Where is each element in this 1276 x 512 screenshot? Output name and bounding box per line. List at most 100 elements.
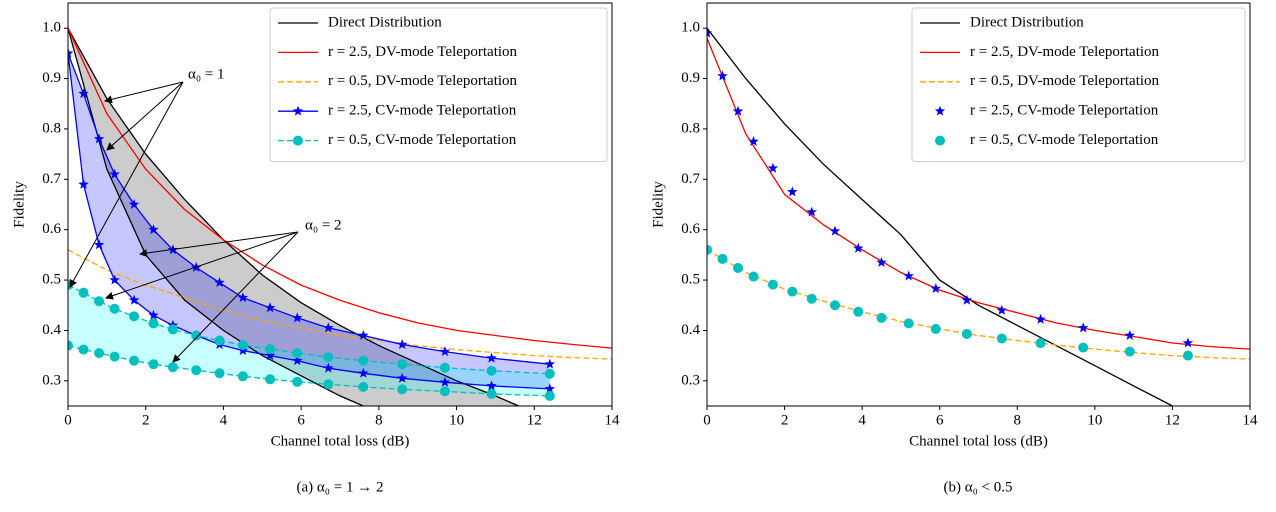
circle-marker xyxy=(1035,338,1046,349)
legend-label: r = 2.5, DV-mode Teleportation xyxy=(328,44,518,60)
star-marker xyxy=(148,309,159,320)
circle-marker xyxy=(544,368,555,379)
star-marker xyxy=(93,239,105,250)
annotation: α₀ = 2 xyxy=(305,217,342,233)
legend-box xyxy=(911,7,1246,162)
x-tick-label: 14 xyxy=(605,412,621,428)
fill-band xyxy=(68,28,519,406)
y-tick-label: 0.4 xyxy=(681,322,700,338)
star-marker xyxy=(148,224,159,235)
x-tick-label: 10 xyxy=(449,412,464,428)
circle-marker xyxy=(78,344,89,355)
star-marker xyxy=(109,274,120,285)
star-marker xyxy=(544,358,556,369)
star-marker xyxy=(237,345,249,355)
star-marker xyxy=(787,186,798,197)
y-tick-label: 0.5 xyxy=(42,272,61,288)
annotation-arrow xyxy=(104,81,184,104)
series-line xyxy=(707,27,1173,406)
star-marker xyxy=(1182,337,1194,348)
circle-marker xyxy=(265,344,276,355)
legend-label: r = 0.5, DV-mode Teleportation xyxy=(970,73,1160,89)
circle-marker xyxy=(876,312,887,323)
circle-marker xyxy=(853,306,864,317)
star-marker xyxy=(996,304,1007,315)
fill-band xyxy=(68,53,550,389)
star-marker xyxy=(237,292,249,303)
legend-label: r = 2.5, CV-mode Teleportation xyxy=(970,103,1159,119)
circle-marker xyxy=(237,340,248,351)
circle-marker xyxy=(323,379,334,390)
series-line xyxy=(68,27,519,406)
star-marker xyxy=(78,88,89,99)
x-tick-label: 6 xyxy=(297,412,305,428)
star-marker xyxy=(128,294,140,305)
legend-marker xyxy=(934,105,946,116)
x-tick-label: 10 xyxy=(1087,412,1102,428)
star-marker xyxy=(323,322,334,333)
circle-marker xyxy=(167,324,178,335)
circle-marker xyxy=(439,362,450,373)
star-marker xyxy=(439,376,451,387)
series-line xyxy=(68,28,364,406)
star-marker xyxy=(292,355,303,366)
chart: 0 2 4 6 8 10 12 14 0.3 0.4 0.5 0.6 0.7 0.8 0.9 1.0 Chann… xyxy=(11,2,621,495)
series-line xyxy=(707,249,1250,360)
x-tick-label: 14 xyxy=(1243,412,1259,428)
x-axis-label: Channel total loss (dB) xyxy=(909,433,1048,449)
star-marker xyxy=(717,70,728,81)
caption: (a) α₀ = 1 → 2 xyxy=(297,479,384,495)
star-marker xyxy=(396,339,408,349)
circle-marker xyxy=(439,386,450,397)
series-line xyxy=(68,249,612,360)
circle-marker xyxy=(358,381,369,392)
circle-marker xyxy=(787,286,798,297)
circle-marker xyxy=(767,279,778,290)
circle-marker xyxy=(237,371,248,382)
star-marker xyxy=(292,312,303,323)
x-tick-label: 0 xyxy=(64,412,72,428)
star-marker xyxy=(78,178,89,189)
circle-marker xyxy=(544,390,555,401)
circle-marker xyxy=(214,335,225,346)
star-marker xyxy=(486,380,497,391)
y-tick-label: 0.6 xyxy=(42,221,61,237)
star-marker xyxy=(707,27,713,38)
circle-marker xyxy=(148,318,159,329)
circle-marker xyxy=(265,374,276,385)
y-tick-label: 0.9 xyxy=(42,70,61,86)
y-tick-label: 0.5 xyxy=(681,272,700,288)
star-marker xyxy=(829,225,841,236)
circle-marker xyxy=(358,355,369,366)
x-tick-label: 12 xyxy=(527,412,542,428)
star-marker xyxy=(748,136,759,146)
circle-marker xyxy=(733,262,744,273)
circle-marker xyxy=(748,271,759,282)
circle-marker xyxy=(78,287,89,298)
annotation-arrow xyxy=(106,81,184,151)
x-tick-label: 8 xyxy=(1014,412,1022,428)
circle-marker xyxy=(214,368,225,379)
x-tick-label: 4 xyxy=(220,412,228,428)
annotation: α₀ = 1 xyxy=(188,66,225,82)
star-marker xyxy=(396,372,408,383)
circle-marker xyxy=(109,351,120,362)
annotation-arrow xyxy=(69,81,184,288)
star-marker xyxy=(264,302,276,313)
legend-label: r = 0.5, CV-mode Teleportation xyxy=(328,132,517,148)
y-tick-label: 0.3 xyxy=(42,372,61,388)
circle-marker xyxy=(129,355,140,366)
chart: 0 2 4 6 8 10 12 14 0.3 0.4 0.5 0.6 0.7 0.8 0.9 1.0 Chann… xyxy=(650,2,1259,495)
x-tick-label: 2 xyxy=(142,412,150,428)
annotation-arrow xyxy=(172,231,299,363)
circle-marker xyxy=(1124,346,1135,357)
x-tick-label: 2 xyxy=(781,412,789,428)
circle-marker xyxy=(486,388,497,399)
annotation-arrow xyxy=(105,231,299,300)
star-marker xyxy=(1124,330,1135,340)
circle-marker xyxy=(486,365,497,376)
star-marker xyxy=(68,47,74,58)
star-marker xyxy=(1078,322,1089,333)
star-marker xyxy=(109,168,120,179)
circle-marker xyxy=(109,303,120,314)
